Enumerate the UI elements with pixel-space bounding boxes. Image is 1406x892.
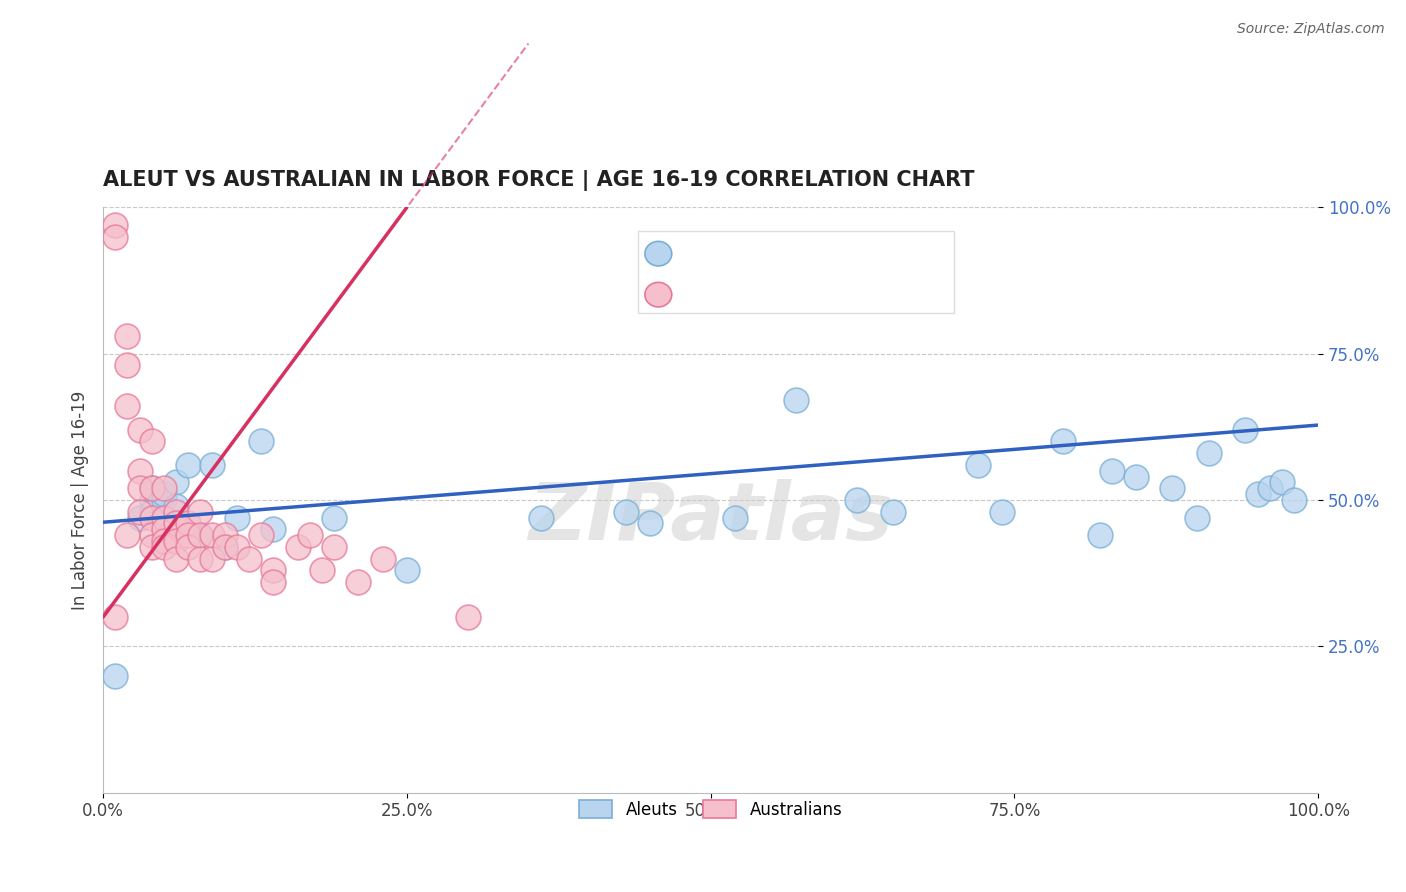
Point: [104, 218, 127, 232]
Point: [117, 329, 139, 343]
Point: [250, 434, 273, 449]
Point: [1101, 464, 1123, 478]
Point: [128, 423, 150, 437]
Point: [141, 481, 163, 495]
Text: ZIPatlas: ZIPatlas: [529, 478, 893, 557]
Point: [214, 528, 236, 542]
Point: [188, 528, 211, 542]
Point: [1052, 434, 1074, 449]
Point: [785, 393, 807, 408]
Point: [457, 610, 479, 624]
Point: [1185, 510, 1208, 524]
Point: [141, 505, 163, 519]
Point: [153, 522, 176, 536]
Point: [371, 551, 394, 566]
Point: [165, 533, 187, 548]
Point: [177, 540, 200, 554]
Point: [1088, 528, 1111, 542]
Point: [141, 528, 163, 542]
Point: [104, 610, 127, 624]
Point: [323, 510, 346, 524]
Point: [128, 510, 150, 524]
Point: [117, 359, 139, 373]
Point: [153, 510, 176, 524]
Point: [188, 551, 211, 566]
Point: [201, 551, 224, 566]
Point: [165, 505, 187, 519]
Point: [1246, 487, 1268, 501]
Point: [128, 464, 150, 478]
Point: [967, 458, 990, 472]
Text: ALEUT VS AUSTRALIAN IN LABOR FORCE | AGE 16-19 CORRELATION CHART: ALEUT VS AUSTRALIAN IN LABOR FORCE | AGE…: [103, 170, 974, 192]
Point: [177, 528, 200, 542]
Point: [165, 551, 187, 566]
Point: [1258, 481, 1281, 495]
Point: [214, 540, 236, 554]
Point: [201, 528, 224, 542]
Point: [141, 540, 163, 554]
Point: [1282, 493, 1305, 508]
Point: [225, 540, 247, 554]
Point: [287, 540, 309, 554]
Point: [141, 493, 163, 508]
Point: [165, 516, 187, 531]
Point: [117, 400, 139, 414]
Legend: Aleuts, Australians: Aleuts, Australians: [572, 794, 849, 825]
Point: [638, 516, 661, 531]
Point: [1234, 423, 1257, 437]
Point: [298, 528, 321, 542]
Point: [177, 516, 200, 531]
Point: [262, 574, 284, 589]
Point: [117, 528, 139, 542]
Point: [1161, 481, 1184, 495]
Text: Source: ZipAtlas.com: Source: ZipAtlas.com: [1237, 22, 1385, 37]
Point: [1198, 446, 1220, 460]
Point: [347, 574, 370, 589]
Point: [395, 563, 418, 577]
Point: [153, 540, 176, 554]
Point: [614, 505, 637, 519]
Point: [188, 505, 211, 519]
Point: [153, 487, 176, 501]
Point: [1271, 475, 1294, 490]
Point: [238, 551, 260, 566]
Point: [128, 481, 150, 495]
Point: [845, 493, 868, 508]
Point: [141, 481, 163, 495]
Point: [165, 499, 187, 513]
Y-axis label: In Labor Force | Age 16-19: In Labor Force | Age 16-19: [72, 391, 89, 609]
Point: [104, 668, 127, 682]
Point: [724, 510, 747, 524]
Point: [153, 493, 176, 508]
Point: [214, 540, 236, 554]
Point: [165, 475, 187, 490]
Point: [262, 563, 284, 577]
Point: [311, 563, 333, 577]
Point: [262, 522, 284, 536]
Point: [201, 458, 224, 472]
Point: [225, 510, 247, 524]
Point: [529, 510, 551, 524]
Point: [323, 540, 346, 554]
Point: [250, 528, 273, 542]
Point: [177, 458, 200, 472]
Point: [991, 505, 1014, 519]
Point: [153, 533, 176, 548]
Point: [188, 528, 211, 542]
Point: [104, 229, 127, 244]
Point: [153, 481, 176, 495]
Point: [882, 505, 904, 519]
Point: [128, 505, 150, 519]
Point: [1125, 469, 1147, 483]
Point: [141, 510, 163, 524]
Point: [141, 434, 163, 449]
